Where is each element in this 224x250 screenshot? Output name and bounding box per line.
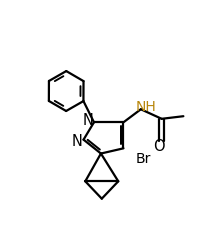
Text: N: N [72, 134, 83, 148]
Text: Br: Br [136, 151, 151, 165]
Text: NH: NH [135, 100, 156, 114]
Text: N: N [82, 113, 93, 128]
Text: O: O [153, 139, 165, 154]
